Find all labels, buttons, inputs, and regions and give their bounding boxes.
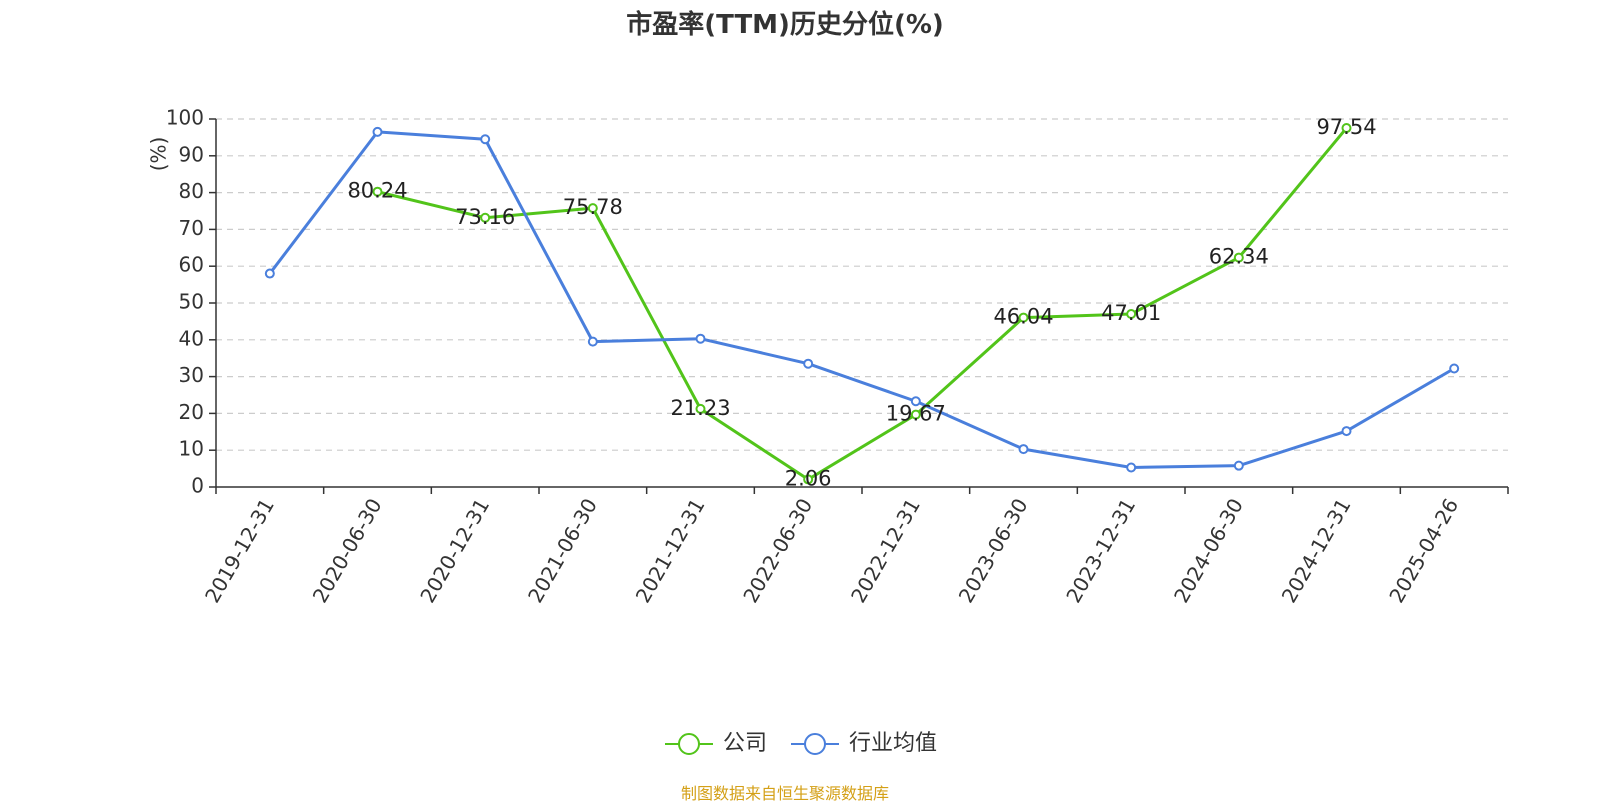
- data-point: [1233, 460, 1244, 471]
- data-label: 97.54: [1316, 115, 1376, 139]
- legend-item-1[interactable]: 行业均值: [791, 731, 937, 756]
- data-point: [1018, 444, 1029, 455]
- data-point: [372, 186, 383, 197]
- data-point: [1341, 426, 1352, 437]
- series-1: [264, 126, 1460, 473]
- y-tick-label: 50: [179, 290, 204, 314]
- y-tick-label: 0: [191, 474, 204, 498]
- y-tick-label: 80: [179, 179, 204, 203]
- legend-item-0[interactable]: 公司: [665, 731, 767, 756]
- data-point: [480, 212, 491, 223]
- data-point: [264, 268, 275, 279]
- y-tick-label: 100: [166, 106, 204, 130]
- data-point: [1126, 462, 1137, 473]
- y-tick-label: 60: [179, 253, 204, 277]
- legend-marker: [678, 733, 700, 755]
- y-tick-label: 70: [179, 216, 204, 240]
- x-tick-label: 2022-12-31: [846, 494, 925, 607]
- data-label: 47.01: [1101, 301, 1161, 325]
- legend-marker: [804, 733, 826, 755]
- data-label: 21.23: [670, 396, 730, 420]
- x-tick-label: 2023-06-30: [954, 494, 1033, 607]
- x-tick-label: 2021-06-30: [523, 494, 602, 607]
- series-line: [377, 127, 1348, 481]
- data-labels: 80.24 73.16 75.78 21.23 2.06 19.67 46.04 47.01 6…: [347, 115, 1376, 490]
- y-tick-label: 20: [179, 400, 204, 424]
- data-point: [803, 358, 814, 369]
- chart-title: 市盈率(TTM)历史分位(%): [626, 10, 944, 40]
- data-point: [1018, 312, 1029, 323]
- x-tick-label: 2020-12-31: [415, 494, 494, 607]
- series-line: [268, 130, 1455, 469]
- data-point: [695, 333, 706, 344]
- x-tick-label: 2020-06-30: [308, 494, 387, 607]
- legend[interactable]: 公司 行业均值: [665, 731, 937, 756]
- x-tick-label: 2025-04-26: [1384, 494, 1463, 607]
- data-point: [910, 396, 921, 407]
- data-label: 19.67: [886, 402, 946, 426]
- series-lines: [264, 123, 1460, 485]
- legend-label: 行业均值: [849, 731, 937, 756]
- data-point: [695, 403, 706, 414]
- data-point: [1126, 309, 1137, 320]
- data-label: 46.04: [993, 305, 1053, 329]
- data-point: [480, 134, 491, 145]
- y-tick-label: 90: [179, 142, 204, 166]
- x-tick-label: 2024-06-30: [1169, 494, 1248, 607]
- data-point: [1449, 363, 1460, 374]
- data-source-note: 制图数据来自恒生聚源数据库: [680, 784, 889, 803]
- x-tick-label: 2022-06-30: [738, 494, 817, 607]
- data-label: 75.78: [563, 195, 623, 219]
- data-label: 62.34: [1209, 245, 1269, 269]
- data-point: [372, 126, 383, 137]
- legend-label: 公司: [723, 731, 767, 756]
- y-tick-label: 30: [179, 363, 204, 387]
- y-axis-label: (%): [147, 137, 171, 172]
- series-0: [372, 123, 1352, 485]
- data-label: 73.16: [455, 205, 515, 229]
- data-point: [1233, 252, 1244, 263]
- data-label: 2.06: [785, 466, 832, 490]
- x-tick-label: 2019-12-31: [200, 494, 279, 607]
- y-tick-label: 40: [179, 326, 204, 350]
- x-tick-label: 2021-12-31: [631, 494, 710, 607]
- data-point: [910, 409, 921, 420]
- y-tick-label: 10: [179, 437, 204, 461]
- x-tick-label: 2023-12-31: [1061, 494, 1140, 607]
- data-point: [1341, 123, 1352, 134]
- data-label: 80.24: [347, 179, 407, 203]
- line-chart: 0 10 20 30 40 50 60 70 80 90 100 2019-12-31 2020-06-…: [147, 106, 1509, 756]
- x-tick-label: 2024-12-31: [1277, 494, 1356, 607]
- data-point: [587, 336, 598, 347]
- data-point: [803, 474, 814, 485]
- data-point: [587, 203, 598, 214]
